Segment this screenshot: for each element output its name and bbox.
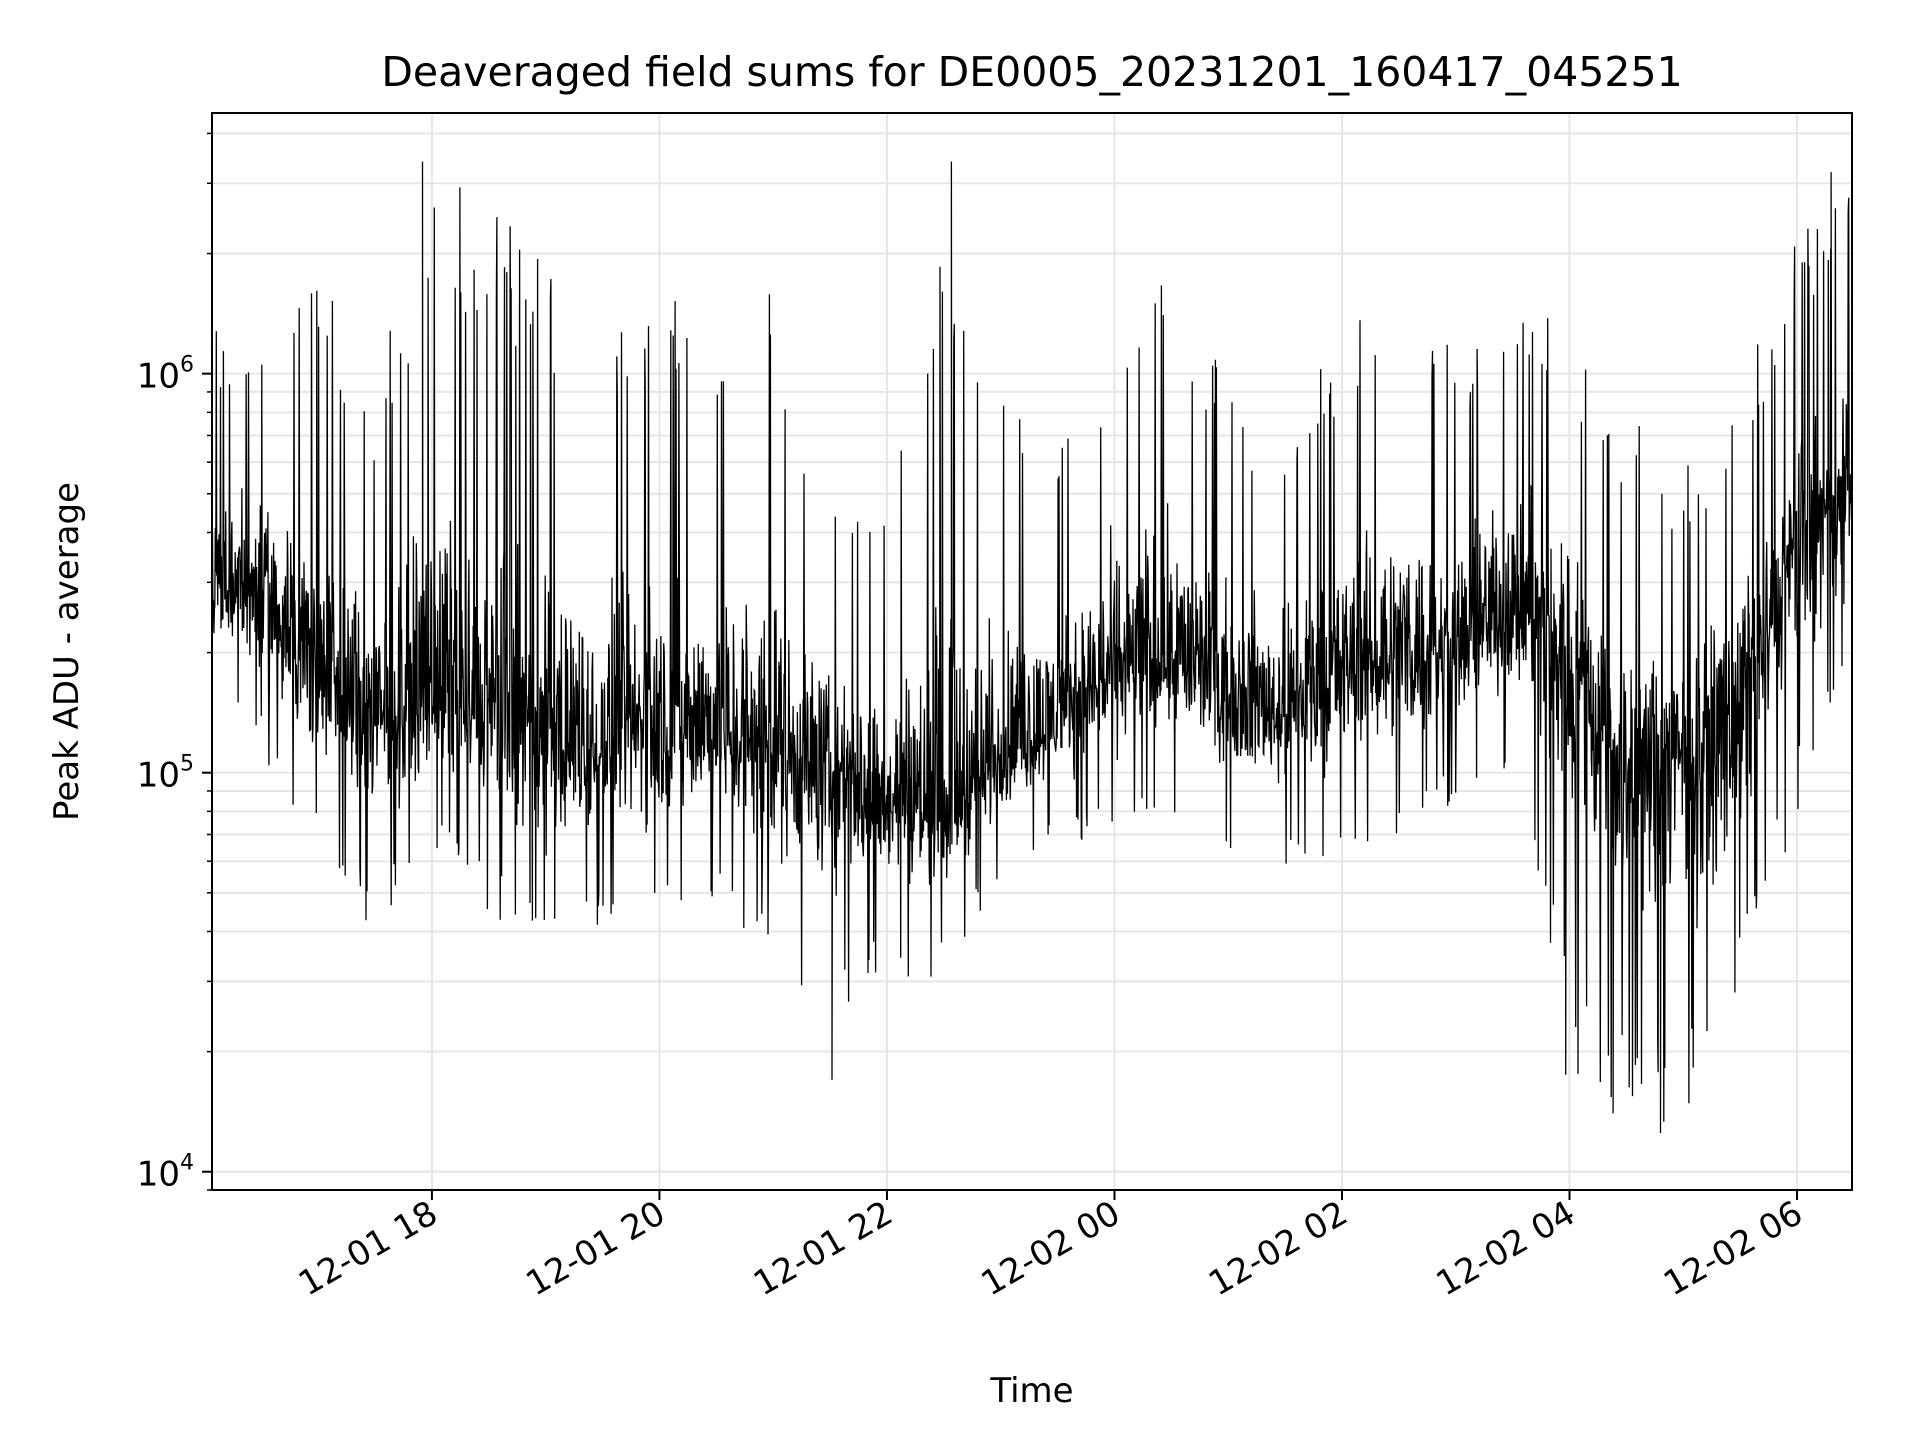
- plot-frame: [211, 112, 1853, 1191]
- y-tick-label: 104: [137, 1151, 194, 1195]
- series-line: [211, 161, 1853, 1134]
- y-tick-base: 10: [137, 756, 180, 796]
- y-tick-base: 10: [137, 357, 180, 397]
- y-tick-exponent: 6: [180, 353, 194, 378]
- series-path: [211, 161, 1853, 1134]
- y-tick-exponent: 4: [180, 1151, 194, 1176]
- y-tick-base: 10: [137, 1155, 180, 1195]
- x-axis-title: Time: [989, 1371, 1073, 1411]
- y-axis-title: Peak ADU - average: [47, 482, 87, 821]
- y-tick-exponent: 5: [180, 752, 194, 777]
- y-tick-label: 105: [137, 752, 194, 796]
- chart-title: Deaveraged field sums for DE0005_2023120…: [381, 48, 1682, 96]
- y-tick-label: 106: [137, 353, 194, 397]
